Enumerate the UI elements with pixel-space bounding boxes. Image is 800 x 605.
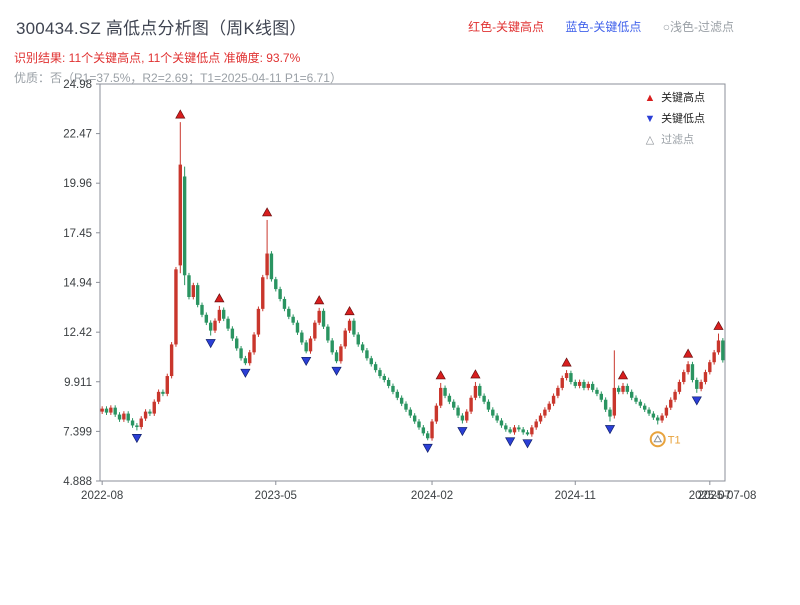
header-legend-low: 蓝色-关键低点 (565, 20, 642, 34)
svg-text:4.888: 4.888 (63, 476, 92, 488)
blue-down-triangle-icon: ▼ (644, 113, 656, 125)
plot-legend: ▲ 关键高点 ▼ 关键低点 △ 过滤点 (642, 88, 706, 151)
page-title: 300434.SZ 高低点分析图（周K线图） (16, 19, 307, 38)
svg-text:19.96: 19.96 (63, 178, 92, 190)
svg-text:24.98: 24.98 (63, 79, 92, 91)
legend-item-filter: △ 过滤点 (642, 130, 705, 151)
svg-text:9.911: 9.911 (64, 377, 92, 389)
legend-item-key-low: ▼ 关键低点 (642, 109, 706, 130)
legend-item-key-high: ▲ 关键高点 (642, 88, 706, 109)
header-legend-high: 红色-关键高点 (468, 20, 545, 34)
svg-text:17.45: 17.45 (63, 228, 92, 240)
svg-text:2025-07-08: 2025-07-08 (698, 490, 757, 502)
hollow-triangle-icon: △ (645, 134, 655, 146)
recognition-result-text: 识别结果: 11个关键高点, 11个关键低点 准确度: 93.7% (14, 51, 301, 65)
svg-text:14.94: 14.94 (63, 277, 92, 289)
svg-text:7.399: 7.399 (63, 426, 92, 438)
legend-label-key-high: 关键高点 (661, 92, 706, 104)
svg-text:2022-08: 2022-08 (81, 490, 123, 502)
quality-summary-text: 优质：否（R1=37.5%，R2=2.69；T1=2025-04-11 P1=6… (14, 71, 342, 85)
svg-text:22.47: 22.47 (63, 129, 92, 141)
header-legend-filter: ○浅色-过滤点 (662, 20, 734, 34)
legend-label-filter: 过滤点 (661, 134, 695, 146)
svg-text:2023-05: 2023-05 (255, 490, 297, 502)
red-up-triangle-icon: ▲ (644, 92, 656, 104)
svg-text:2024-11: 2024-11 (555, 490, 596, 502)
legend-label-key-low: 关键低点 (661, 113, 706, 125)
svg-text:2024-02: 2024-02 (411, 490, 453, 502)
svg-text:T1: T1 (668, 434, 681, 446)
svg-text:2025-07: 2025-07 (689, 490, 731, 502)
header-legend: 红色-关键高点 蓝色-关键低点 ○浅色-过滤点 (450, 18, 734, 35)
svg-text:12.42: 12.42 (63, 327, 92, 339)
